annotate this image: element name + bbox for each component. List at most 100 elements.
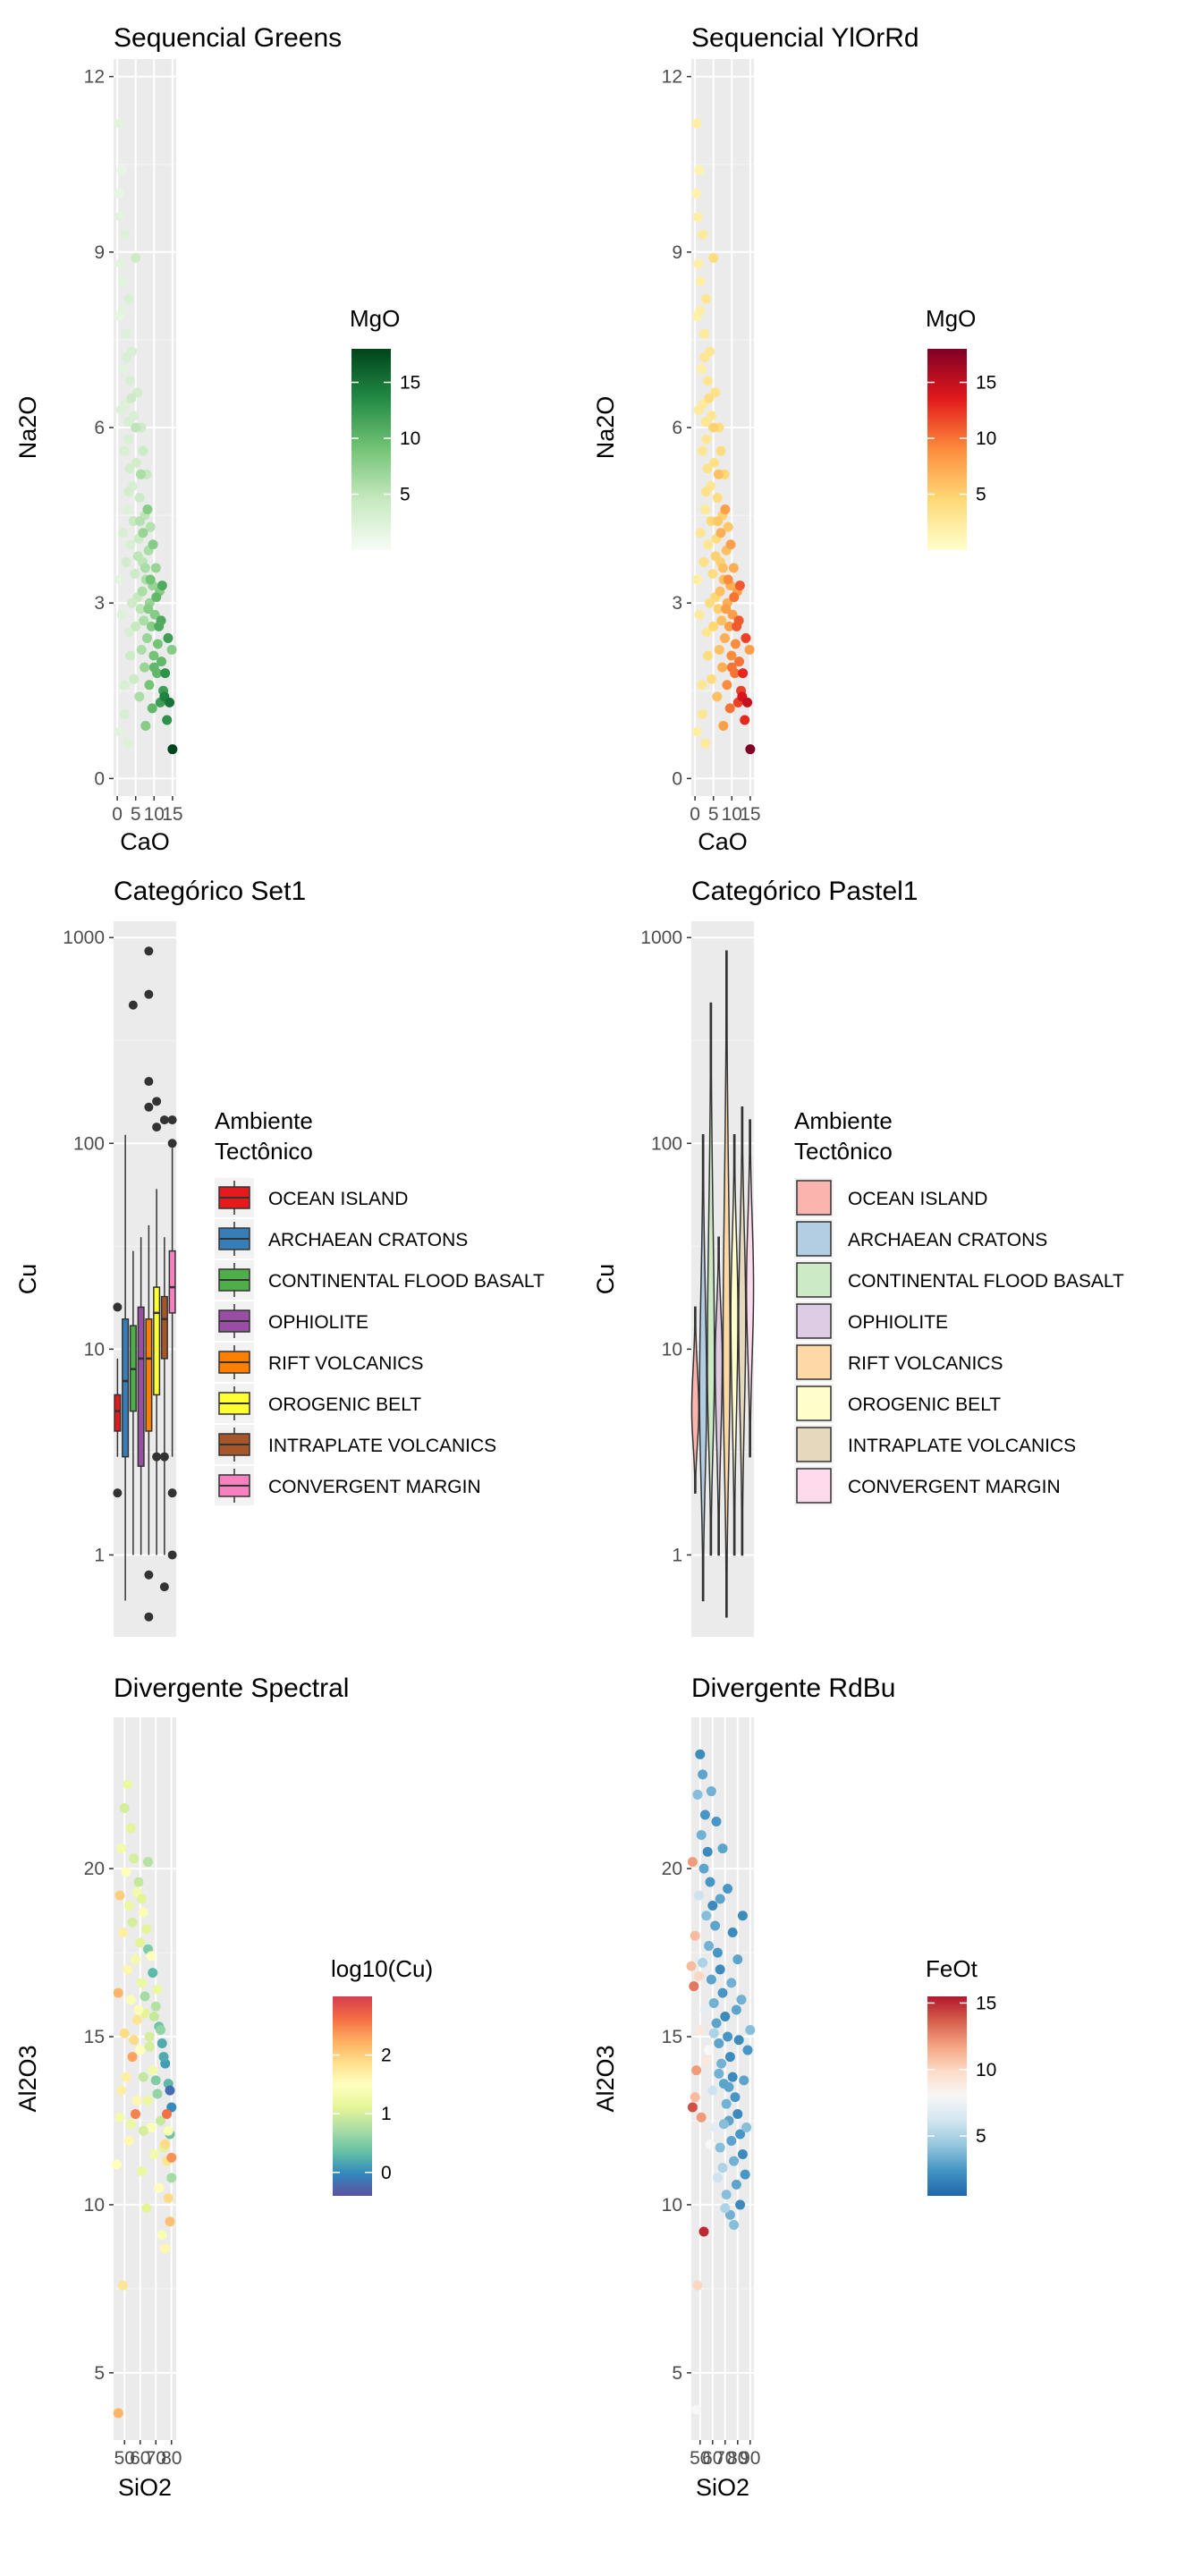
data-point bbox=[727, 1928, 738, 1938]
data-point bbox=[712, 691, 723, 702]
data-point bbox=[727, 2072, 738, 2082]
data-point bbox=[694, 165, 705, 175]
colorbar-label: 10 bbox=[976, 428, 996, 449]
data-point bbox=[707, 2085, 718, 2096]
data-point bbox=[148, 2065, 158, 2076]
data-point bbox=[137, 1978, 147, 1988]
y-tick-label: 12 bbox=[84, 67, 105, 88]
plot-panel-background bbox=[114, 921, 176, 1637]
x-tick-label: 70 bbox=[146, 2448, 166, 2469]
data-point bbox=[163, 2192, 174, 2203]
data-point bbox=[723, 521, 733, 532]
x-tick-label: 0 bbox=[690, 804, 700, 825]
data-point bbox=[163, 632, 174, 643]
data-point bbox=[731, 2179, 741, 2190]
legend-item: OPHIOLITE bbox=[215, 1301, 368, 1341]
data-point bbox=[138, 445, 148, 456]
data-point bbox=[718, 721, 729, 732]
data-point bbox=[117, 305, 128, 316]
data-point bbox=[116, 2085, 127, 2096]
data-point bbox=[699, 1809, 710, 1820]
box-body bbox=[114, 1394, 122, 1432]
box-outlier bbox=[159, 1452, 169, 1462]
data-point bbox=[123, 434, 134, 445]
data-point bbox=[131, 1954, 140, 1965]
data-point bbox=[123, 504, 133, 515]
data-point bbox=[697, 445, 707, 456]
data-point bbox=[738, 668, 749, 679]
colorbar bbox=[927, 349, 967, 550]
data-point bbox=[129, 1853, 140, 1864]
legend-label: RIFT VOLCANICS bbox=[848, 1353, 1003, 1374]
y-axis-title: Cu bbox=[14, 1264, 41, 1295]
colorbar-label: 0 bbox=[381, 2163, 392, 2183]
data-point bbox=[119, 1802, 130, 1813]
legend-label: OROGENIC BELT bbox=[268, 1394, 421, 1415]
data-point bbox=[728, 563, 739, 573]
data-point bbox=[127, 1917, 138, 1928]
data-point bbox=[123, 416, 133, 427]
data-point bbox=[123, 1964, 133, 1975]
data-point bbox=[148, 539, 158, 550]
y-tick-label: 1000 bbox=[640, 928, 682, 948]
data-point bbox=[717, 1843, 728, 1854]
data-point bbox=[711, 1817, 722, 1827]
data-point bbox=[140, 662, 150, 673]
data-point bbox=[707, 674, 717, 684]
violin-shape bbox=[722, 950, 732, 1618]
data-point bbox=[692, 574, 703, 585]
x-tick-label: 90 bbox=[740, 2448, 760, 2469]
data-point bbox=[135, 2045, 146, 2055]
box-body bbox=[153, 1286, 161, 1396]
data-point bbox=[692, 1789, 703, 1800]
violin-shape bbox=[745, 1119, 755, 1458]
data-point bbox=[713, 516, 724, 527]
data-point bbox=[156, 2025, 165, 2036]
y-tick-label: 10 bbox=[662, 2195, 682, 2216]
legend-label: ARCHAEAN CRATONS bbox=[848, 1230, 1047, 1250]
chart-title: Categórico Pastel1 bbox=[691, 877, 918, 906]
data-point bbox=[744, 645, 755, 656]
data-point bbox=[742, 697, 753, 708]
data-point bbox=[123, 487, 133, 497]
data-point bbox=[117, 276, 128, 287]
legend-key-swatch bbox=[796, 1262, 832, 1298]
x-tick-label: 70 bbox=[715, 2448, 735, 2469]
chart-p4: 1 10 100 1000 Categórico Pastel1 Cu Ambiente Te… bbox=[592, 877, 1124, 1637]
data-point bbox=[154, 2182, 165, 2193]
data-point bbox=[131, 2095, 142, 2106]
data-point bbox=[112, 2159, 122, 2170]
data-point bbox=[152, 2089, 163, 2099]
box-outlier bbox=[152, 1097, 162, 1106]
data-point bbox=[721, 604, 732, 614]
data-point bbox=[706, 1974, 716, 1985]
data-point bbox=[710, 1920, 721, 1931]
data-point bbox=[717, 2163, 728, 2174]
legend-item: OROGENIC BELT bbox=[794, 1384, 1001, 1423]
x-tick-label: 5 bbox=[131, 804, 141, 825]
data-point bbox=[160, 668, 171, 679]
data-point bbox=[699, 352, 710, 363]
legend-key-swatch bbox=[796, 1303, 832, 1339]
data-point bbox=[697, 364, 707, 375]
data-point bbox=[138, 1907, 148, 1918]
box-body bbox=[137, 1306, 145, 1467]
data-point bbox=[119, 708, 130, 719]
data-point bbox=[126, 393, 137, 403]
data-point bbox=[124, 2136, 134, 2147]
data-point bbox=[132, 551, 143, 562]
data-point bbox=[146, 1951, 157, 1962]
legend-item: CONTINENTAL FLOOD BASALT bbox=[794, 1260, 1124, 1300]
data-point bbox=[118, 1928, 128, 1938]
x-axis-title: CaO bbox=[698, 828, 748, 855]
violin-shape bbox=[714, 1236, 724, 1556]
y-tick-label: 100 bbox=[651, 1133, 682, 1154]
data-point bbox=[121, 2072, 131, 2082]
data-point bbox=[142, 504, 153, 515]
data-point bbox=[119, 445, 130, 456]
data-point bbox=[693, 258, 704, 269]
x-axis-title: SiO2 bbox=[696, 2474, 749, 2501]
data-point bbox=[145, 574, 156, 585]
data-point bbox=[122, 352, 132, 363]
